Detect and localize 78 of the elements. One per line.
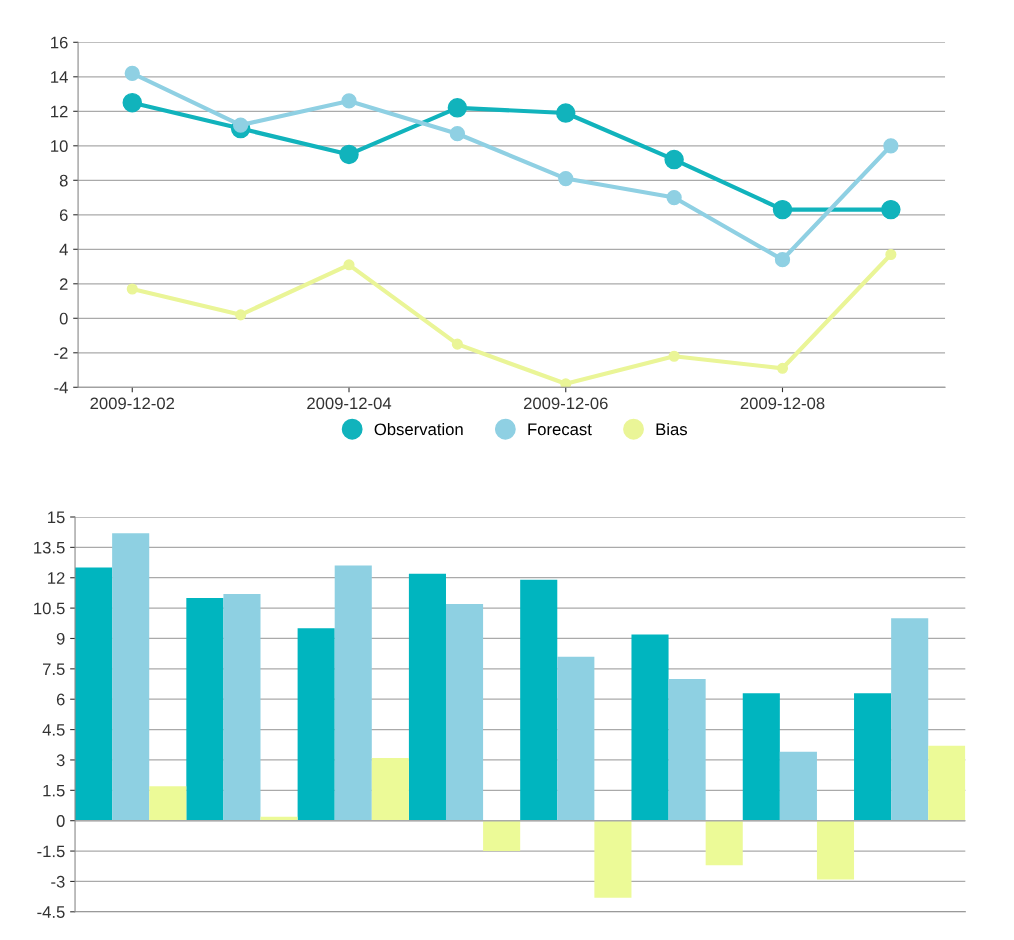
bar <box>668 678 706 821</box>
point <box>339 144 359 165</box>
y-tick-label: 10.5 <box>34 602 65 615</box>
bar <box>483 820 521 852</box>
x-tick-label: 2009-12-02 <box>90 397 175 410</box>
y-tick-label: -2 <box>54 347 68 359</box>
legend-label: Observation <box>374 422 463 436</box>
y-tick-label: 15 <box>48 511 65 524</box>
legend-label: Forecast <box>528 423 592 436</box>
y-tick-label: 1.5 <box>43 784 65 797</box>
y-tick-label: -4.5 <box>37 906 65 918</box>
bar <box>186 597 224 821</box>
bar <box>705 820 743 866</box>
bar <box>854 693 892 821</box>
y-tick-label: 2 <box>59 278 68 290</box>
y-tick-label: -3 <box>51 875 65 888</box>
x-tick-label: 2009-12-08 <box>740 397 825 410</box>
y-tick-label: 6 <box>56 693 65 706</box>
bar <box>408 573 446 821</box>
y-tick-label: 7.5 <box>43 663 65 676</box>
bar <box>742 693 780 821</box>
y-tick-label: 0 <box>56 815 65 827</box>
point <box>235 309 247 321</box>
x-tick-label: 2009-12-04 <box>307 397 392 410</box>
point <box>774 251 791 268</box>
bar <box>594 820 632 898</box>
y-tick-label: 0 <box>59 312 68 325</box>
bar <box>816 820 855 880</box>
bar <box>557 656 595 821</box>
bar <box>445 604 484 821</box>
point <box>451 338 463 350</box>
point <box>556 103 576 123</box>
point <box>124 65 140 81</box>
point <box>122 92 142 113</box>
y-tick-label: 8 <box>59 174 68 187</box>
y-tick-label: 14 <box>51 71 68 83</box>
legend-label: Bias <box>656 422 688 436</box>
bar <box>520 579 558 821</box>
bar <box>75 567 113 821</box>
point <box>343 259 355 271</box>
y-tick-label: 13.5 <box>34 541 65 554</box>
y-tick-label: 9 <box>56 632 65 645</box>
point <box>558 170 574 187</box>
y-tick-label: 6 <box>59 209 68 221</box>
bar <box>334 565 372 821</box>
point <box>881 199 901 220</box>
bar <box>223 593 261 821</box>
point <box>449 126 466 142</box>
point <box>883 138 899 154</box>
y-tick-label: 12 <box>48 572 65 584</box>
point <box>772 199 793 220</box>
point <box>885 248 897 261</box>
y-tick-label: 10 <box>51 140 68 152</box>
bar <box>779 751 817 821</box>
bar <box>371 757 409 821</box>
y-tick-label: 12 <box>51 105 68 118</box>
point <box>232 117 249 133</box>
point <box>664 149 684 170</box>
point <box>776 362 789 374</box>
point <box>447 98 468 118</box>
y-tick-label: 16 <box>51 36 68 49</box>
y-tick-label: -4 <box>54 381 68 394</box>
y-tick-label: 3 <box>56 754 65 767</box>
y-tick-label: -1.5 <box>37 845 65 858</box>
bar <box>149 786 187 821</box>
point <box>126 283 138 295</box>
point <box>666 189 682 206</box>
point <box>560 378 572 388</box>
point <box>668 350 680 362</box>
y-tick-label: 4 <box>59 243 68 256</box>
bar <box>891 618 929 821</box>
y-tick-label: 4.5 <box>42 724 65 736</box>
bar <box>631 634 669 821</box>
point <box>341 93 357 109</box>
bar <box>928 745 966 821</box>
bar <box>297 628 335 821</box>
x-tick-label: 2009-12-06 <box>523 397 608 410</box>
bar <box>112 533 150 821</box>
